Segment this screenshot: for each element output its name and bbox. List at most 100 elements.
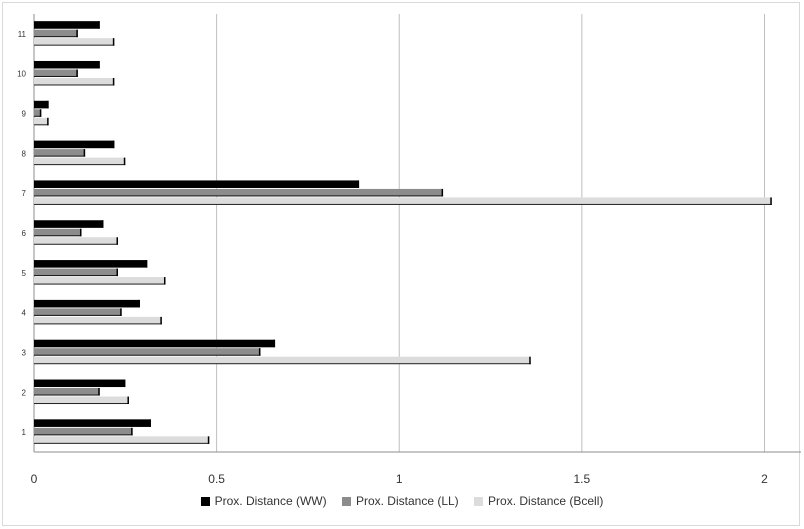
bar-baseline-2-cat-3 [34, 354, 261, 356]
y-tick-label-9: 9 [22, 110, 27, 119]
bar-baseline-1-cat-8 [34, 147, 115, 149]
bar-edge-3-cat-5 [163, 277, 166, 285]
bar-3-cat-7 [34, 197, 772, 205]
bar-edge-1-cat-2 [123, 379, 126, 388]
bar-baseline-3-cat-8 [34, 164, 126, 166]
bar-baseline-3-cat-3 [34, 363, 531, 365]
legend-item-ll: Prox. Distance (LL) [341, 494, 459, 508]
legend-label-ww: Prox. Distance (WW) [214, 494, 327, 508]
bar-edge-2-cat-3 [258, 348, 261, 356]
y-tick-label-7: 7 [22, 189, 27, 198]
x-tick-label-2: 1 [396, 472, 403, 486]
bar-1-cat-5 [34, 260, 148, 268]
bar-baseline-3-cat-5 [34, 283, 166, 285]
bar-1-cat-6 [34, 220, 104, 228]
bar-2-cat-3 [34, 348, 261, 356]
legend-swatch-ll [341, 497, 351, 506]
bar-1-cat-9 [34, 100, 49, 109]
bar-baseline-2-cat-2 [34, 394, 100, 396]
x-tick-label-1: 0.5 [208, 472, 225, 486]
bar-baseline-1-cat-9 [34, 107, 49, 109]
bar-3-cat-4 [34, 316, 162, 325]
bar-edge-2-cat-7 [441, 188, 444, 197]
bar-1-cat-1 [34, 419, 151, 427]
bar-2-cat-4 [34, 308, 122, 316]
bar-edge-2-cat-10 [76, 69, 78, 77]
bar-edge-2-cat-6 [79, 228, 82, 237]
bar-2-cat-6 [34, 228, 82, 237]
bar-2-cat-2 [34, 388, 100, 396]
bar-baseline-1-cat-3 [34, 346, 276, 348]
bar-1-cat-2 [34, 379, 126, 388]
bar-2-cat-9 [34, 109, 42, 117]
bar-2-cat-7 [34, 188, 444, 197]
bar-edge-3-cat-6 [116, 237, 119, 245]
bar-edge-3-cat-2 [127, 396, 129, 405]
bar-edge-2-cat-4 [120, 308, 122, 316]
bar-1-cat-10 [34, 60, 100, 69]
bar-1-cat-8 [34, 140, 115, 149]
legend-label-ll: Prox. Distance (LL) [355, 494, 459, 508]
bar-baseline-1-cat-5 [34, 266, 148, 268]
y-tick-label-10: 10 [17, 70, 26, 79]
bar-baseline-2-cat-6 [34, 235, 82, 237]
bar-edge-1-cat-4 [138, 299, 140, 308]
bar-baseline-3-cat-1 [34, 442, 210, 444]
x-tick-label-3: 1.5 [574, 472, 591, 486]
bar-edge-1-cat-7 [357, 180, 360, 188]
bar-3-cat-11 [34, 38, 115, 46]
bar-edge-3-cat-1 [207, 436, 210, 444]
bar-baseline-1-cat-10 [34, 67, 100, 69]
bar-baseline-2-cat-8 [34, 155, 86, 157]
bar-baseline-2-cat-11 [34, 36, 78, 38]
bar-3-cat-1 [34, 436, 210, 444]
bar-edge-1-cat-8 [112, 140, 115, 149]
legend-item-bcell: Prox. Distance (Bcell) [474, 494, 603, 508]
bar-edge-1-cat-9 [47, 100, 49, 109]
bar-3-cat-9 [34, 117, 49, 126]
bar-edge-3-cat-8 [123, 157, 126, 166]
y-tick-label-3: 3 [22, 348, 27, 357]
x-tick-label-4: 2 [761, 472, 768, 486]
legend-label-bcell: Prox. Distance (Bcell) [488, 494, 604, 508]
bar-3-cat-2 [34, 396, 129, 405]
y-tick-label-4: 4 [22, 309, 27, 318]
bar-baseline-3-cat-10 [34, 84, 115, 86]
bar-edge-2-cat-5 [116, 268, 119, 277]
bar-baseline-3-cat-6 [34, 243, 119, 245]
bar-baseline-3-cat-9 [34, 124, 49, 126]
bar-edge-1-cat-10 [98, 60, 100, 69]
bar-baseline-1-cat-2 [34, 386, 126, 388]
bar-baseline-3-cat-2 [34, 403, 129, 405]
bar-3-cat-8 [34, 157, 126, 166]
bar-edge-3-cat-9 [47, 117, 49, 126]
legend-swatch-ww [200, 497, 210, 506]
bar-edge-2-cat-11 [76, 29, 78, 38]
bar-baseline-1-cat-11 [34, 27, 100, 29]
y-tick-label-6: 6 [22, 229, 27, 238]
bar-3-cat-3 [34, 356, 531, 365]
bar-edge-2-cat-8 [83, 149, 86, 157]
bar-edge-2-cat-9 [39, 109, 42, 117]
bar-baseline-2-cat-10 [34, 75, 78, 77]
bar-1-cat-3 [34, 339, 276, 348]
bar-2-cat-1 [34, 427, 133, 436]
bar-baseline-2-cat-5 [34, 275, 119, 277]
bar-baseline-3-cat-4 [34, 323, 162, 325]
bar-edge-1-cat-1 [149, 419, 151, 427]
legend-swatch-bcell [474, 497, 484, 506]
y-tick-label-2: 2 [22, 388, 27, 397]
bar-3-cat-5 [34, 277, 166, 285]
y-tick-label-11: 11 [18, 30, 27, 39]
bar-baseline-3-cat-11 [34, 44, 115, 46]
bar-baseline-2-cat-1 [34, 434, 133, 436]
bar-baseline-1-cat-6 [34, 226, 104, 228]
bar-edge-2-cat-1 [131, 427, 133, 436]
legend-item-ww: Prox. Distance (WW) [200, 494, 327, 508]
bar-baseline-1-cat-1 [34, 425, 151, 427]
bar-2-cat-10 [34, 69, 78, 77]
bar-2-cat-11 [34, 29, 78, 38]
y-tick-label-1: 1 [22, 428, 27, 437]
